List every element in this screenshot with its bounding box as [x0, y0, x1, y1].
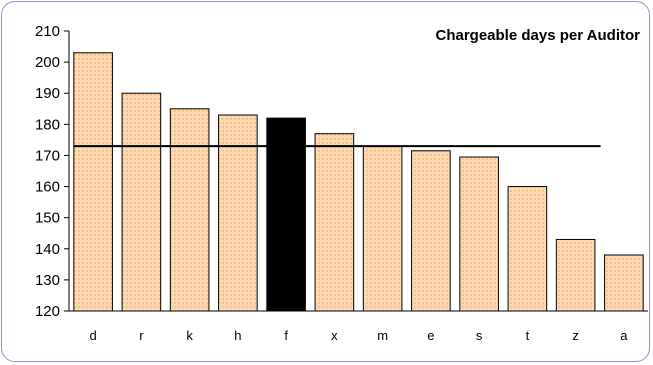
- bar-k: [169, 108, 210, 312]
- bar-z: [555, 238, 596, 312]
- x-tick-label: f: [284, 328, 288, 343]
- y-tick-label: 150: [35, 210, 60, 227]
- bar-r: [121, 92, 162, 312]
- x-tick-label: z: [572, 328, 579, 343]
- bar-h: [218, 114, 258, 312]
- y-tick-label: 120: [35, 303, 60, 320]
- bar-chart: Chargeable days per Auditor 120 130 140 150…: [35, 23, 648, 343]
- chart-title: Chargeable days per Auditor: [436, 27, 641, 44]
- bar-f: [266, 117, 306, 312]
- x-tick-label: x: [331, 328, 338, 343]
- x-tick-label: m: [377, 328, 388, 343]
- bar-t: [507, 186, 548, 312]
- y-tick-label: 130: [35, 272, 60, 289]
- x-tick-label: t: [526, 328, 530, 343]
- bar-x: [314, 133, 355, 312]
- bar-a: [604, 254, 644, 312]
- y-tick-label: 200: [35, 54, 60, 71]
- x-tick-label: s: [476, 328, 483, 343]
- bar-e: [411, 150, 451, 312]
- x-tick-label: r: [139, 328, 144, 343]
- y-tick-label: 140: [35, 241, 60, 258]
- y-tick-label: 160: [35, 179, 60, 196]
- y-tick-label: 190: [35, 85, 60, 102]
- x-tick-label: a: [620, 328, 628, 343]
- x-tick-label: k: [186, 328, 193, 343]
- y-tick-label: 180: [35, 116, 60, 133]
- plot-area: 120 130 140 150 160 170 180 190 200 210 d r k h f x m e s t…: [35, 23, 648, 343]
- x-tick-label: e: [427, 328, 434, 343]
- bar-s: [459, 156, 499, 312]
- bar-m: [362, 145, 403, 312]
- x-tick-label: h: [234, 328, 241, 343]
- x-tick-label: d: [90, 328, 97, 343]
- bar-d: [73, 52, 113, 312]
- y-tick-label: 210: [35, 23, 60, 40]
- y-tick-label: 170: [35, 147, 60, 164]
